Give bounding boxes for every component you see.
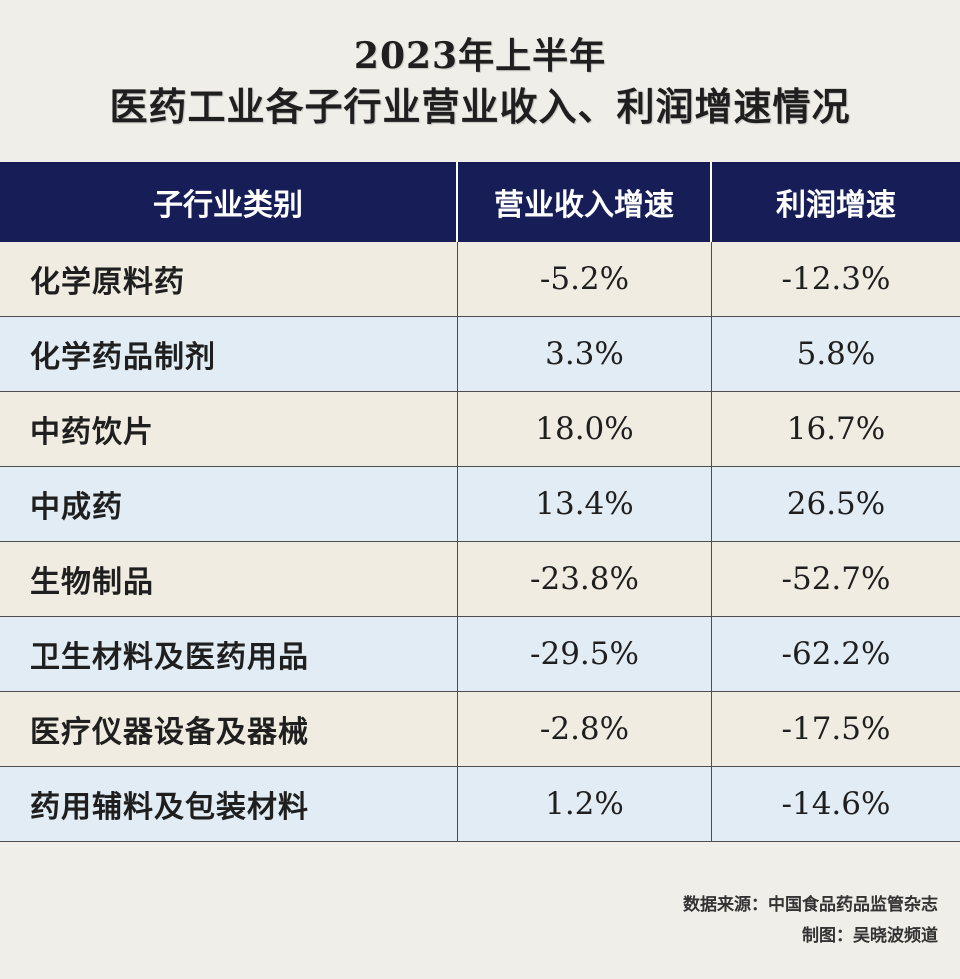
revenue-growth-cell: 13.4% bbox=[458, 467, 712, 541]
title-line-2: 医药工业各子行业营业收入、利润增速情况 bbox=[109, 84, 851, 129]
table-row: 中成药 13.4% 26.5% bbox=[0, 467, 960, 542]
revenue-growth-cell: -23.8% bbox=[458, 542, 712, 616]
category-cell: 药用辅料及包装材料 bbox=[0, 767, 458, 841]
category-cell: 卫生材料及医药用品 bbox=[0, 617, 458, 691]
source-credit: 数据来源：中国食品药品监管杂志 制图：吴晓波频道 bbox=[683, 890, 938, 952]
category-cell: 化学药品制剂 bbox=[0, 317, 458, 391]
table-row: 药用辅料及包装材料 1.2% -14.6% bbox=[0, 767, 960, 842]
profit-growth-cell: -17.5% bbox=[781, 711, 891, 747]
profit-growth-cell: -62.2% bbox=[781, 636, 891, 672]
source-text: 数据来源：中国食品药品监管杂志 bbox=[683, 895, 938, 915]
revenue-growth-cell: 1.2% bbox=[458, 767, 712, 841]
table-row: 中药饮片 18.0% 16.7% bbox=[0, 392, 960, 467]
revenue-growth-cell: 3.3% bbox=[458, 317, 712, 391]
category-cell: 化学原料药 bbox=[0, 242, 458, 316]
profit-growth-cell: -52.7% bbox=[781, 561, 891, 597]
revenue-growth-cell: 18.0% bbox=[458, 392, 712, 466]
table-row: 生物制品 -23.8% -52.7% bbox=[0, 542, 960, 617]
title-line-1: 2023年上半年 bbox=[353, 35, 607, 77]
revenue-growth-cell: -5.2% bbox=[458, 242, 712, 316]
category-cell: 中成药 bbox=[0, 467, 458, 541]
revenue-growth-cell: -29.5% bbox=[458, 617, 712, 691]
table-row: 化学药品制剂 3.3% 5.8% bbox=[0, 317, 960, 392]
table-row: 医疗仪器设备及器械 -2.8% -17.5% bbox=[0, 692, 960, 767]
profit-growth-cell: -12.3% bbox=[781, 261, 891, 297]
growth-table: 子行业类别 营业收入增速 利润增速 化学原料药 -5.2% -12.3% 化学药… bbox=[0, 162, 960, 842]
table-row: 化学原料药 -5.2% -12.3% bbox=[0, 242, 960, 317]
header-category: 子行业类别 bbox=[0, 162, 458, 242]
table-header-row: 子行业类别 营业收入增速 利润增速 bbox=[0, 162, 960, 242]
category-cell: 生物制品 bbox=[0, 542, 458, 616]
profit-growth-cell: 26.5% bbox=[786, 486, 886, 522]
header-profit-growth: 利润增速 bbox=[776, 188, 896, 223]
category-cell: 医疗仪器设备及器械 bbox=[0, 692, 458, 766]
profit-growth-cell: 16.7% bbox=[786, 411, 886, 447]
revenue-growth-cell: -2.8% bbox=[458, 692, 712, 766]
profit-growth-cell: 5.8% bbox=[796, 336, 876, 372]
credit-text: 制图：吴晓波频道 bbox=[802, 926, 938, 946]
header-revenue-growth: 营业收入增速 bbox=[458, 162, 712, 242]
profit-growth-cell: -14.6% bbox=[781, 786, 891, 822]
table-row: 卫生材料及医药用品 -29.5% -62.2% bbox=[0, 617, 960, 692]
category-cell: 中药饮片 bbox=[0, 392, 458, 466]
